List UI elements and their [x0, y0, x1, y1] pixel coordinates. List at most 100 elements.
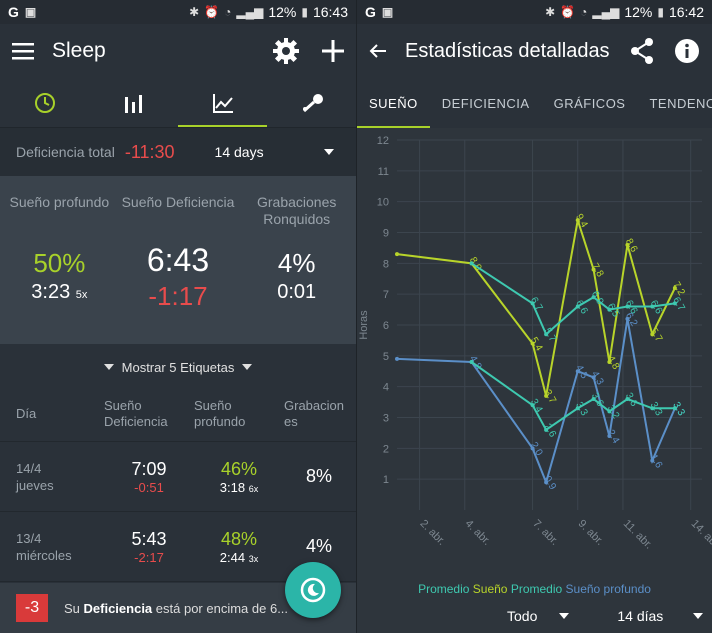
data-label: 3.2	[605, 403, 622, 421]
alarm-icon: ⏰	[560, 5, 576, 19]
data-label: 1.6	[648, 453, 665, 471]
image-icon: ▣	[381, 5, 394, 19]
series-line	[396, 318, 676, 486]
table-header: Día Sueño Deficiencia Sueño profundo Gra…	[0, 386, 356, 442]
data-label: 2.0	[528, 440, 545, 458]
data-point	[591, 397, 596, 401]
stat-snore-recordings: Grabaciones Ronquidos 4% 0:01	[237, 194, 356, 344]
x-tick-label: 4. abr.	[463, 518, 493, 548]
tab-bars[interactable]	[89, 78, 178, 127]
row-date: 14/4 jueves	[16, 460, 54, 493]
data-point	[591, 375, 596, 380]
bluetooth-icon: ✱	[545, 5, 556, 19]
sleep-track-fab[interactable]	[285, 562, 341, 618]
tab-deficit[interactable]: DEFICIENCIA	[441, 95, 530, 111]
data-point	[544, 427, 549, 432]
x-tick-label: 11. abr.	[621, 518, 655, 552]
stat-heading: Sueño profundo	[9, 194, 110, 210]
data-point	[469, 261, 474, 266]
row-date: 13/4 miércoles	[16, 530, 72, 563]
bar-chart-icon	[124, 94, 142, 113]
y-tick-label: 4	[383, 382, 389, 394]
info-icon[interactable]	[674, 38, 700, 64]
plus-icon[interactable]	[322, 40, 344, 62]
back-arrow-icon[interactable]	[369, 43, 387, 59]
data-point	[544, 332, 549, 337]
data-point	[591, 267, 596, 272]
app-bar: Sleep	[0, 24, 356, 78]
gear-icon[interactable]	[272, 37, 300, 65]
clock: 16:43	[312, 4, 348, 20]
legend-item: Sueño	[472, 582, 508, 596]
data-point	[625, 304, 630, 309]
data-label: 5.4	[528, 336, 545, 354]
data-label: 3.6	[623, 391, 640, 409]
bluetooth-icon: ✱	[189, 5, 200, 19]
stat-heading: Sueño Deficiencia	[121, 194, 235, 210]
col-deficit: Sueño Deficiencia	[104, 397, 168, 429]
carrier-label: G	[8, 4, 19, 20]
data-point	[672, 406, 677, 411]
stat-big-value: 6:43	[146, 242, 210, 278]
chevron-down-icon[interactable]	[323, 149, 334, 155]
period-dropdown[interactable]: 14 days	[214, 144, 264, 160]
data-point	[650, 304, 655, 309]
table-row[interactable]: 14/4 jueves 7:09 -0:51 46% 3:18 6x 8%	[0, 442, 356, 512]
x-tick-label: 2. abr.	[417, 518, 447, 548]
stat-sub-value: 3:23 5x	[31, 281, 88, 303]
data-point	[650, 458, 655, 463]
screen-title: Estadísticas detalladas	[405, 39, 610, 62]
snackbar-text: Su Deficiencia está por encima de 6...	[64, 600, 289, 616]
data-point	[591, 295, 596, 300]
data-point	[575, 218, 580, 223]
y-tick-label: 6	[383, 320, 389, 332]
row-deep: 48% 2:44 3x	[219, 528, 259, 565]
stat-deep-sleep: Sueño profundo 50% 3:23 5x	[0, 194, 119, 344]
data-point	[530, 341, 535, 346]
data-point	[607, 307, 612, 312]
show-labels-toggle[interactable]: Mostrar 5 Etiquetas	[0, 348, 356, 386]
data-label: 3.3	[648, 400, 665, 418]
period-dropdown[interactable]: 14 días	[617, 608, 704, 624]
signal-icon: ▂▄▆	[592, 5, 620, 19]
tab-snore[interactable]	[267, 78, 356, 127]
line-chart-icon	[212, 93, 233, 113]
deficit-total-label: Deficiencia total	[16, 144, 115, 160]
app-title: Sleep	[52, 39, 106, 62]
data-point	[575, 304, 580, 309]
battery-icon: ▮	[301, 5, 308, 19]
share-icon[interactable]	[630, 38, 654, 64]
stat-big-value: 4%	[277, 248, 316, 278]
deficit-total-value: -11:30	[124, 141, 175, 162]
tab-trend[interactable]: TENDENCIA	[649, 95, 712, 111]
main-tabs	[0, 78, 356, 128]
tab-graph[interactable]	[178, 78, 267, 127]
data-point	[650, 406, 655, 411]
chevron-down-icon	[242, 364, 253, 370]
data-point	[575, 406, 580, 411]
series-line	[471, 262, 676, 336]
range-dropdown[interactable]: Todo	[507, 608, 570, 624]
tab-clock[interactable]	[0, 78, 89, 127]
row-recordings: 4%	[305, 536, 332, 556]
deficit-summary: Deficiencia total -11:30 14 days	[0, 128, 356, 176]
status-bar: G ▣ ✱ ⏰ ◔ ▂▄▆ 12% ▮ 16:43	[0, 0, 356, 24]
data-point	[672, 286, 677, 290]
data-point	[625, 316, 630, 321]
tab-charts[interactable]: GRÁFICOS	[553, 95, 626, 111]
data-point	[530, 301, 535, 306]
data-point	[575, 369, 580, 374]
alarm-icon: ⏰	[204, 5, 220, 19]
stat-sub-value: -1:17	[148, 281, 208, 311]
table-row[interactable]: 13/4 miércoles 5:43 -2:17 48% 2:44 3x 4%	[0, 512, 356, 582]
data-point	[395, 252, 399, 257]
stat-sub-value: 0:01	[277, 281, 317, 303]
x-tick-label: 7. abr.	[530, 518, 560, 548]
menu-icon[interactable]	[12, 42, 34, 60]
stats-tabs: SUEÑO DEFICIENCIA GRÁFICOS TENDENCIA	[357, 78, 712, 128]
image-icon: ▣	[24, 5, 37, 19]
carrier-label: G	[365, 4, 376, 20]
tab-sleep[interactable]: SUEÑO	[357, 78, 430, 128]
legend-item: Promedio	[510, 582, 563, 596]
